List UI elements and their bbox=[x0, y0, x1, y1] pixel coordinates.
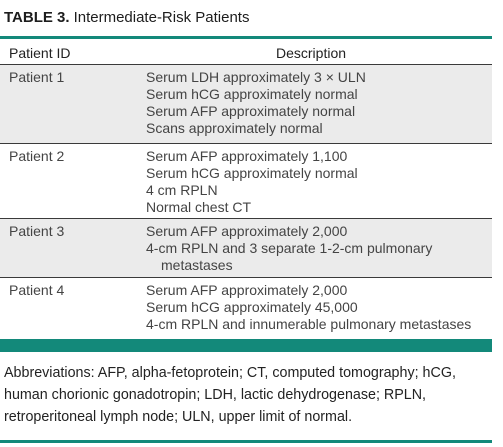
top-rule bbox=[0, 36, 492, 39]
description-line: Normal chest CT bbox=[146, 199, 252, 215]
row-divider bbox=[0, 218, 492, 219]
table-row: Patient 1 Serum LDH approximately 3 × UL… bbox=[0, 65, 492, 143]
header-description: Description bbox=[276, 45, 347, 61]
description-line: 4-cm RPLN and innumerable pulmonary meta… bbox=[146, 316, 472, 332]
patient-description: Serum LDH approximately 3 × ULN Serum hC… bbox=[146, 69, 366, 137]
description-line: 4 cm RPLN bbox=[146, 182, 218, 198]
header-rule bbox=[0, 64, 492, 65]
table-title-text: Intermediate-Risk Patients bbox=[73, 9, 250, 26]
patient-description: Serum AFP approximately 2,000 4-cm RPLN … bbox=[146, 223, 432, 274]
description-line: Serum AFP approximately 2,000 bbox=[146, 223, 348, 239]
table-row: Patient 3 Serum AFP approximately 2,000 … bbox=[0, 219, 492, 277]
bottom-rule bbox=[0, 440, 492, 443]
description-line: Serum AFP approximately 1,100 bbox=[146, 148, 348, 164]
description-line: Serum hCG approximately 45,000 bbox=[146, 299, 358, 315]
description-line: Serum hCG approximately normal bbox=[146, 165, 358, 181]
description-line: Serum hCG approximately normal bbox=[146, 86, 358, 102]
table-title: TABLE 3. Intermediate-Risk Patients bbox=[4, 9, 249, 26]
bottom-accent-band bbox=[0, 339, 492, 352]
patient-description: Serum AFP approximately 1,100 Serum hCG … bbox=[146, 148, 358, 216]
row-divider bbox=[0, 143, 492, 144]
description-line: Serum AFP approximately 2,000 bbox=[146, 282, 348, 298]
description-line: metastases bbox=[161, 257, 233, 273]
patient-id: Patient 3 bbox=[9, 223, 65, 239]
patient-id: Patient 4 bbox=[9, 282, 65, 298]
description-line: Serum AFP approximately normal bbox=[146, 103, 356, 119]
patient-id: Patient 1 bbox=[9, 69, 65, 85]
table-label: TABLE 3. bbox=[4, 9, 70, 26]
description-line: Serum LDH approximately 3 × ULN bbox=[146, 69, 366, 85]
patient-description: Serum AFP approximately 2,000 Serum hCG … bbox=[146, 282, 471, 333]
table-row: Patient 4 Serum AFP approximately 2,000 … bbox=[0, 278, 492, 339]
header-patient-id: Patient ID bbox=[9, 45, 71, 61]
table-row: Patient 2 Serum AFP approximately 1,100 … bbox=[0, 144, 492, 218]
patient-id: Patient 2 bbox=[9, 148, 65, 164]
abbreviations-footnote: Abbreviations: AFP, alpha-fetoprotein; C… bbox=[4, 365, 456, 425]
description-line: Scans approximately normal bbox=[146, 120, 323, 136]
description-line: 4-cm RPLN and 3 separate 1-2-cm pulmonar… bbox=[146, 240, 433, 256]
row-divider bbox=[0, 277, 492, 278]
